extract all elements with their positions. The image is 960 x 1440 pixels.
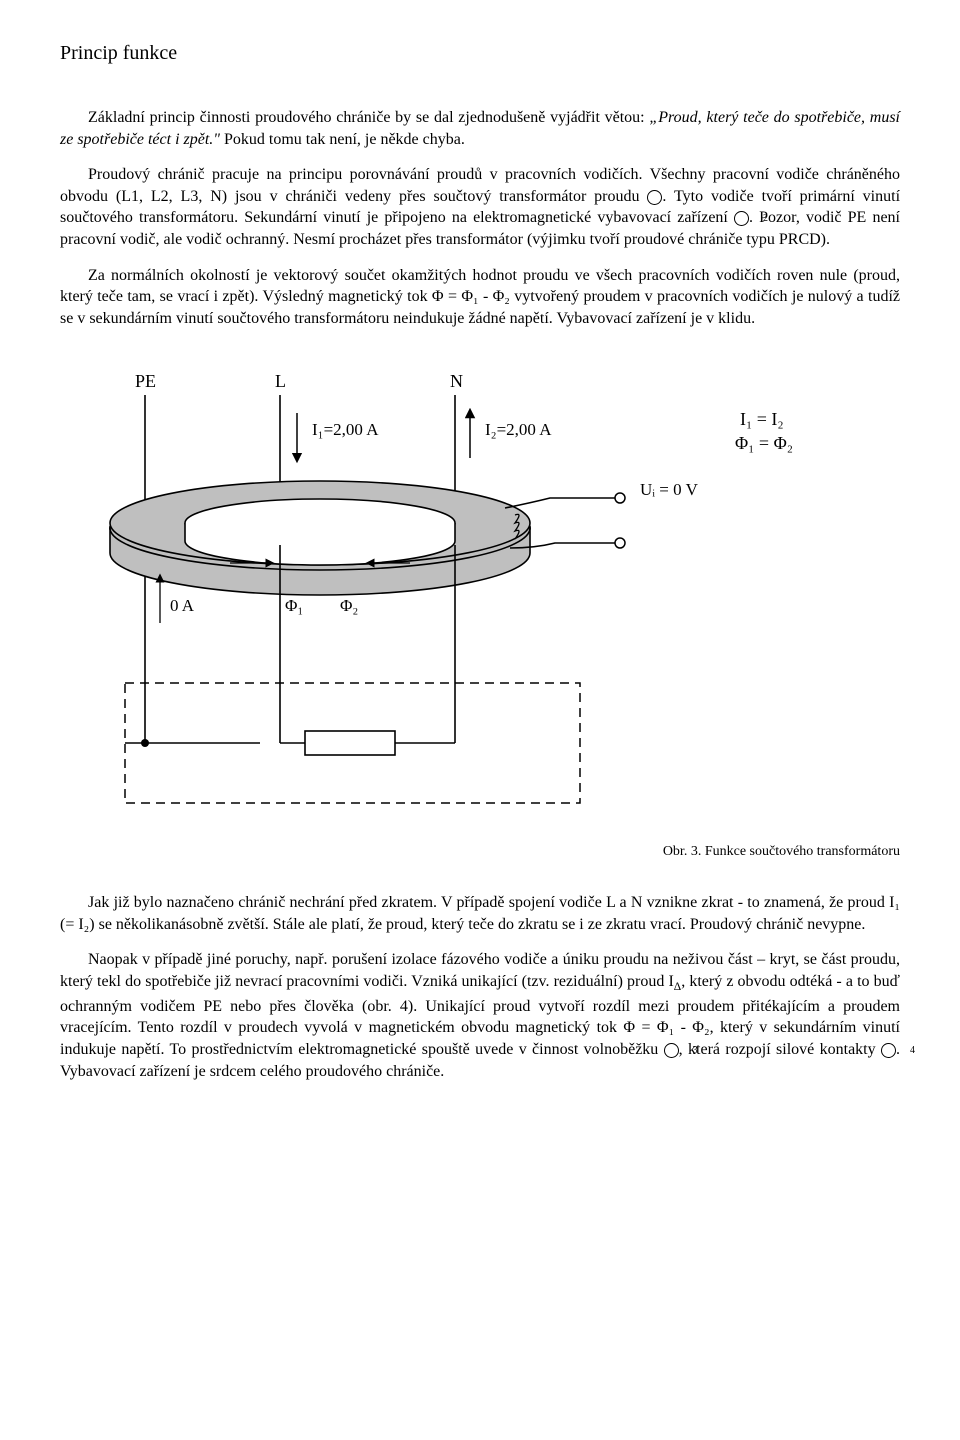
figure-transformer: PE L N I₁=2,00 A I₂=2,00 A I₁ = I₂ Φ₁ = … — [60, 363, 900, 833]
paragraph-3: Za normálních okolností je vektorový sou… — [60, 265, 900, 330]
label-phi1: Φ₁ — [285, 596, 303, 615]
label-phi2: Φ₂ — [340, 596, 358, 615]
label-n: N — [450, 371, 463, 391]
circled-2-icon: 2 — [734, 211, 749, 226]
label-pe: PE — [135, 371, 156, 391]
label-0a: 0 A — [170, 596, 195, 615]
label-i2: I₂=2,00 A — [485, 420, 552, 439]
circled-1-icon: 1 — [647, 190, 662, 205]
label-ui: Uᵢ = 0 V — [640, 480, 699, 499]
circled-3-icon: 3 — [664, 1043, 679, 1058]
p1-a: Základní princip činnosti proudového chr… — [88, 109, 649, 126]
p5-c: , která rozpojí silové kontakty — [679, 1041, 881, 1058]
label-eq1: I₁ = I₂ — [740, 409, 784, 429]
paragraph-5: Naopak v případě jiné poruchy, např. por… — [60, 949, 900, 1082]
paragraph-1: Základní princip činnosti proudového chr… — [60, 107, 900, 150]
paragraph-4: Jak již bylo naznačeno chránič nechrání … — [60, 892, 900, 935]
label-eq2: Φ₁ = Φ₂ — [735, 433, 793, 453]
label-i1: I₁=2,00 A — [312, 420, 379, 439]
paragraph-2: Proudový chránič pracuje na principu por… — [60, 164, 900, 250]
p1-c: Pokud tomu tak není, je někde chyba. — [220, 131, 465, 148]
transformer-diagram: PE L N I₁=2,00 A I₂=2,00 A I₁ = I₂ Φ₁ = … — [60, 363, 900, 833]
circled-4-icon: 4 — [881, 1043, 896, 1058]
label-l: L — [275, 371, 286, 391]
page-title: Princip funkce — [60, 40, 900, 67]
figure-caption: Obr. 3. Funkce součtového transformátoru — [60, 843, 900, 862]
